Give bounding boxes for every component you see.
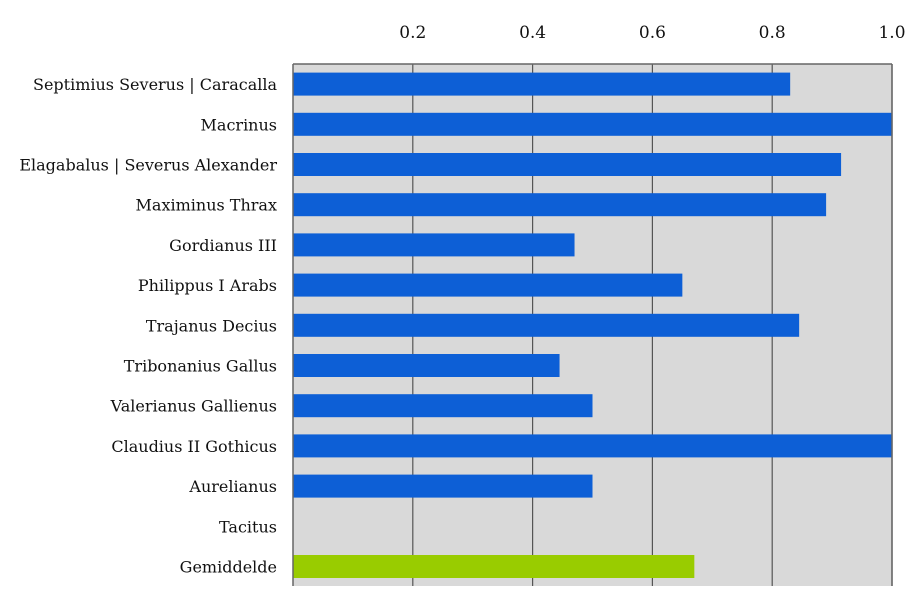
bar-10 — [293, 474, 593, 498]
category-label-9: Claudius II Gothicus — [111, 437, 277, 456]
x-tick-label-2: 0.6 — [639, 23, 666, 43]
bar-8 — [293, 394, 593, 418]
category-label-7: Tribonanius Gallus — [124, 357, 277, 376]
category-label-6: Trajanus Decius — [146, 316, 277, 335]
category-label-0: Septimius Severus | Caracalla — [33, 75, 277, 94]
category-label-2: Elagabalus | Severus Alexander — [19, 156, 277, 175]
category-label-10: Aurelianus — [188, 477, 277, 496]
category-label-1: Macrinus — [201, 115, 277, 134]
category-label-12: Gemiddelde — [180, 558, 277, 577]
category-label-11: Tacitus — [219, 517, 277, 536]
x-tick-label-3: 0.8 — [759, 23, 786, 43]
category-label-4: Gordianus III — [169, 236, 277, 255]
bar-0 — [293, 72, 791, 96]
category-label-8: Valerianus Gallienus — [110, 397, 277, 416]
bar-4 — [293, 233, 575, 257]
category-label-3: Maximinus Thrax — [136, 196, 277, 215]
bar-5 — [293, 273, 683, 297]
x-tick-label-4: 1.0 — [878, 23, 905, 43]
bar-12 — [293, 555, 695, 578]
bar-9 — [293, 434, 892, 458]
bar-7 — [293, 354, 560, 377]
x-tick-label-0: 0.2 — [399, 23, 426, 43]
bar-1 — [293, 112, 892, 136]
bar-2 — [293, 153, 842, 176]
category-label-5: Philippus I Arabs — [138, 276, 277, 295]
x-tick-label-1: 0.4 — [519, 23, 546, 43]
bar-3 — [293, 193, 827, 217]
bar-6 — [293, 313, 800, 337]
